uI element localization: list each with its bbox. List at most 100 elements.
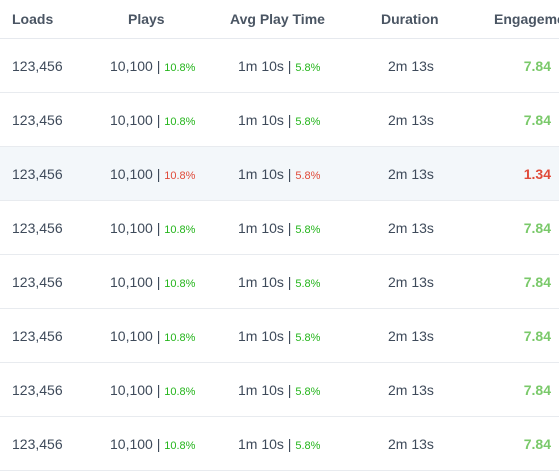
avg-play-time-value: 1m 10s [238, 328, 284, 344]
loads-value: 123,456 [12, 382, 63, 398]
avg-play-time-value: 1m 10s [238, 166, 284, 182]
avg-play-time-change-percent: 5.8% [295, 332, 320, 344]
duration-value: 2m 13s [388, 274, 434, 290]
engagement-score: 7.84 [524, 220, 551, 236]
avg-play-time-cell: 1m 10s | 5.8% [238, 382, 320, 398]
table-row[interactable]: 123,456 10,100 | 10.8% 1m 10s | 5.8% 2m 13s… [0, 255, 559, 309]
separator: | [284, 166, 295, 182]
plays-change-percent: 10.8% [164, 278, 195, 290]
table-header: Loads Plays Avg Play Time Duration Engag… [0, 0, 559, 39]
avg-play-time-value: 1m 10s [238, 58, 284, 74]
engagement-score: 7.84 [524, 58, 551, 74]
duration-value: 2m 13s [388, 58, 434, 74]
loads-value: 123,456 [12, 328, 63, 344]
avg-play-time-change-percent: 5.8% [295, 278, 320, 290]
loads-value: 123,456 [12, 112, 63, 128]
plays-cell: 10,100 | 10.8% [110, 220, 195, 236]
plays-cell: 10,100 | 10.8% [110, 436, 195, 452]
table-row[interactable]: 123,456 10,100 | 10.8% 1m 10s | 5.8% 2m 13s… [0, 363, 559, 417]
plays-cell: 10,100 | 10.8% [110, 274, 195, 290]
engagement-score: 7.84 [524, 274, 551, 290]
table-row[interactable]: 123,456 10,100 | 10.8% 1m 10s | 5.8% 2m 13s… [0, 93, 559, 147]
separator: | [153, 112, 164, 128]
loads-value: 123,456 [12, 220, 63, 236]
plays-cell: 10,100 | 10.8% [110, 58, 195, 74]
avg-play-time-cell: 1m 10s | 5.8% [238, 220, 320, 236]
avg-play-time-value: 1m 10s [238, 382, 284, 398]
plays-cell: 10,100 | 10.8% [110, 328, 195, 344]
plays-value: 10,100 [110, 166, 153, 182]
separator: | [153, 58, 164, 74]
loads-value: 123,456 [12, 274, 63, 290]
plays-cell: 10,100 | 10.8% [110, 382, 195, 398]
column-header-avg-play-time[interactable]: Avg Play Time [230, 11, 325, 27]
separator: | [153, 382, 164, 398]
avg-play-time-cell: 1m 10s | 5.8% [238, 274, 320, 290]
table-body: 123,456 10,100 | 10.8% 1m 10s | 5.8% 2m 13s… [0, 39, 559, 471]
duration-value: 2m 13s [388, 436, 434, 452]
plays-change-percent: 10.8% [164, 332, 195, 344]
plays-value: 10,100 [110, 382, 153, 398]
avg-play-time-value: 1m 10s [238, 274, 284, 290]
avg-play-time-value: 1m 10s [238, 220, 284, 236]
column-header-plays[interactable]: Plays [128, 11, 165, 27]
separator: | [284, 436, 295, 452]
column-header-duration[interactable]: Duration [381, 11, 439, 27]
plays-change-percent: 10.8% [164, 440, 195, 452]
avg-play-time-value: 1m 10s [238, 436, 284, 452]
avg-play-time-cell: 1m 10s | 5.8% [238, 328, 320, 344]
plays-value: 10,100 [110, 58, 153, 74]
separator: | [284, 220, 295, 236]
separator: | [284, 58, 295, 74]
separator: | [284, 382, 295, 398]
loads-value: 123,456 [12, 166, 63, 182]
avg-play-time-change-percent: 5.8% [295, 386, 320, 398]
duration-value: 2m 13s [388, 382, 434, 398]
table-row[interactable]: 123,456 10,100 | 10.8% 1m 10s | 5.8% 2m 13s… [0, 417, 559, 471]
table-row[interactable]: 123,456 10,100 | 10.8% 1m 10s | 5.8% 2m 13s… [0, 39, 559, 93]
table-row[interactable]: 123,456 10,100 | 10.8% 1m 10s | 5.8% 2m 13s… [0, 309, 559, 363]
duration-value: 2m 13s [388, 328, 434, 344]
avg-play-time-change-percent: 5.8% [295, 62, 320, 74]
separator: | [284, 112, 295, 128]
loads-value: 123,456 [12, 436, 63, 452]
avg-play-time-change-percent: 5.8% [295, 170, 320, 182]
plays-value: 10,100 [110, 274, 153, 290]
plays-value: 10,100 [110, 436, 153, 452]
plays-value: 10,100 [110, 112, 153, 128]
loads-value: 123,456 [12, 58, 63, 74]
engagement-score: 1.34 [524, 166, 551, 182]
engagement-score: 7.84 [524, 112, 551, 128]
column-header-loads[interactable]: Loads [12, 11, 53, 27]
column-header-engagement[interactable]: Engageme [494, 11, 559, 27]
table-row[interactable]: 123,456 10,100 | 10.8% 1m 10s | 5.8% 2m 13s… [0, 147, 559, 201]
plays-change-percent: 10.8% [164, 170, 195, 182]
avg-play-time-cell: 1m 10s | 5.8% [238, 58, 320, 74]
plays-change-percent: 10.8% [164, 62, 195, 74]
avg-play-time-value: 1m 10s [238, 112, 284, 128]
plays-change-percent: 10.8% [164, 224, 195, 236]
separator: | [284, 274, 295, 290]
plays-cell: 10,100 | 10.8% [110, 166, 195, 182]
engagement-score: 7.84 [524, 382, 551, 398]
plays-value: 10,100 [110, 328, 153, 344]
table-row[interactable]: 123,456 10,100 | 10.8% 1m 10s | 5.8% 2m 13s… [0, 201, 559, 255]
engagement-score: 7.84 [524, 436, 551, 452]
avg-play-time-change-percent: 5.8% [295, 440, 320, 452]
engagement-score: 7.84 [524, 328, 551, 344]
separator: | [153, 166, 164, 182]
avg-play-time-change-percent: 5.8% [295, 224, 320, 236]
plays-value: 10,100 [110, 220, 153, 236]
plays-cell: 10,100 | 10.8% [110, 112, 195, 128]
separator: | [153, 436, 164, 452]
avg-play-time-cell: 1m 10s | 5.8% [238, 166, 320, 182]
stats-table: Loads Plays Avg Play Time Duration Engag… [0, 0, 559, 458]
separator: | [153, 328, 164, 344]
separator: | [153, 274, 164, 290]
avg-play-time-cell: 1m 10s | 5.8% [238, 112, 320, 128]
separator: | [153, 220, 164, 236]
duration-value: 2m 13s [388, 112, 434, 128]
separator: | [284, 328, 295, 344]
plays-change-percent: 10.8% [164, 386, 195, 398]
duration-value: 2m 13s [388, 166, 434, 182]
